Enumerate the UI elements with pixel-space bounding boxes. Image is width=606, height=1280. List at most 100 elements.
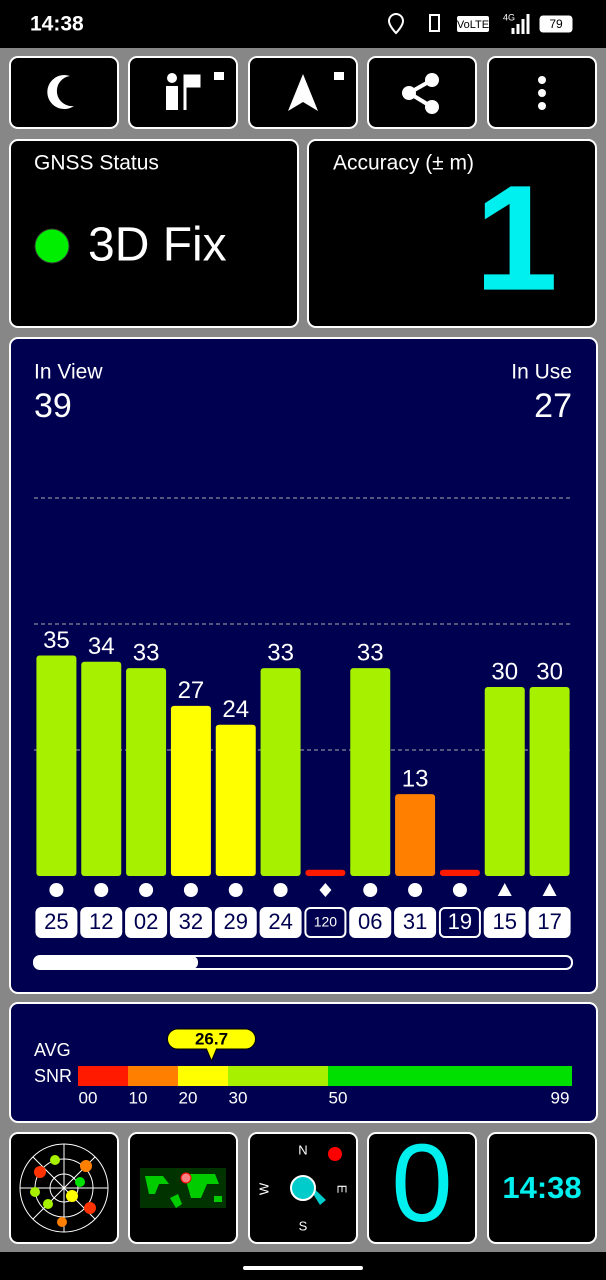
waypoint-button[interactable]: [128, 56, 238, 129]
x-tick-label: 19: [448, 909, 472, 934]
bar: [170, 705, 211, 876]
menu-dot: [538, 89, 546, 97]
skyplot-dots: [30, 1155, 96, 1227]
snr-tick-label: 99: [551, 1088, 570, 1107]
value-label: 30: [536, 658, 563, 685]
battery-text: 79: [549, 17, 563, 31]
menu-dot: [538, 102, 546, 110]
snr-segment: [178, 1066, 228, 1086]
x-tick-label: 17: [537, 909, 561, 934]
status-time: 14:38: [30, 13, 84, 36]
value-label: 33: [267, 639, 294, 666]
in-view-value: 39: [34, 387, 72, 425]
continents: [145, 1174, 222, 1208]
clock-tile[interactable]: [487, 1132, 597, 1244]
snr-segment: [328, 1066, 572, 1086]
home-indicator[interactable]: [243, 1266, 363, 1270]
bar: [529, 687, 570, 876]
clock-value: 14:38: [502, 1170, 581, 1205]
prn-box: [259, 907, 302, 938]
constellation-symbol: [319, 883, 332, 897]
constellation-symbol: [497, 883, 512, 896]
signal-bars: [511, 14, 530, 34]
constellation-symbol: [94, 883, 109, 897]
prn-box: [483, 907, 526, 938]
value-label: 34: [88, 633, 115, 660]
accuracy-panel: [307, 139, 597, 328]
bar: [484, 687, 525, 876]
avg-label: AVG: [34, 1040, 71, 1060]
snr-tick-label: 00: [79, 1088, 98, 1107]
bar: [305, 869, 346, 876]
prn-box: [35, 907, 78, 938]
x-tick-label: 15: [493, 909, 517, 934]
snr-tick-label: 20: [179, 1088, 198, 1107]
compass-s: S: [299, 1218, 308, 1233]
snr-segment: [228, 1066, 328, 1086]
gnss-panel: [9, 139, 299, 328]
prn-box: [125, 907, 168, 938]
bar: [215, 724, 256, 876]
share-button[interactable]: [367, 56, 477, 129]
scrollbar-thumb[interactable]: [34, 956, 198, 969]
lock-icon: [214, 72, 224, 80]
bar: [36, 655, 77, 876]
toolbar: [9, 56, 597, 129]
prn-box: [214, 907, 257, 938]
avg-value: 26.7: [195, 1029, 228, 1048]
compass-hub: [290, 1175, 316, 1201]
value-label: 30: [491, 658, 518, 685]
position-marker: [180, 1172, 192, 1184]
skyplot-icon: [19, 1143, 109, 1233]
compass-w: W: [256, 1182, 271, 1195]
compass-n: N: [298, 1142, 307, 1157]
location-icon: [387, 12, 405, 35]
x-tick-label: 06: [358, 909, 382, 934]
constellation-symbol: [452, 883, 467, 897]
bar: [350, 668, 391, 876]
prn-box: [394, 907, 437, 938]
bar: [439, 869, 480, 876]
snr-segment: [128, 1066, 178, 1086]
gnss-value: 3D Fix: [88, 219, 227, 272]
vibrate-icon: [429, 14, 440, 32]
value-label: 24: [222, 696, 249, 723]
value-label: 27: [178, 677, 205, 704]
battery-icon: [539, 15, 573, 33]
snr-label: SNR: [34, 1066, 72, 1086]
counter-tile[interactable]: [367, 1132, 477, 1244]
in-view-label: In View: [34, 361, 103, 384]
x-tick-label: 12: [89, 909, 113, 934]
counter-value: 0: [391, 1122, 452, 1245]
x-tick-label: 32: [179, 909, 203, 934]
value-label: 35: [43, 627, 70, 654]
value-label: 33: [133, 639, 160, 666]
value-label: 13: [402, 765, 429, 792]
bar: [395, 794, 436, 876]
avg-marker: [167, 1028, 256, 1063]
night-button[interactable]: [9, 56, 119, 129]
prn-box: [80, 907, 123, 938]
status-bar: [0, 0, 606, 48]
share-dot: [402, 86, 416, 100]
bar: [81, 661, 122, 876]
snr-chart: 35 25 34 12 33 02 27 32 24 29 33 24 120 33 06 13 31 19 30 1…: [34, 497, 572, 938]
in-use-label: In Use: [511, 361, 572, 384]
volte-text: VoLTE: [457, 19, 489, 31]
constellation-symbol: [49, 883, 64, 897]
signal-text: 4G: [503, 12, 515, 22]
flag-icon: [183, 74, 201, 110]
value-label: 33: [357, 639, 384, 666]
snr-segment: [78, 1066, 128, 1086]
snr-tick-label: 50: [329, 1088, 348, 1107]
prn-box: [438, 907, 481, 938]
volte-badge: [457, 16, 489, 32]
bar: [126, 668, 167, 876]
snr-tick-label: 10: [129, 1088, 148, 1107]
prn-box: [304, 907, 347, 938]
menu-dot: [538, 76, 546, 84]
person-icon: [167, 73, 177, 83]
share-dot: [425, 100, 439, 114]
